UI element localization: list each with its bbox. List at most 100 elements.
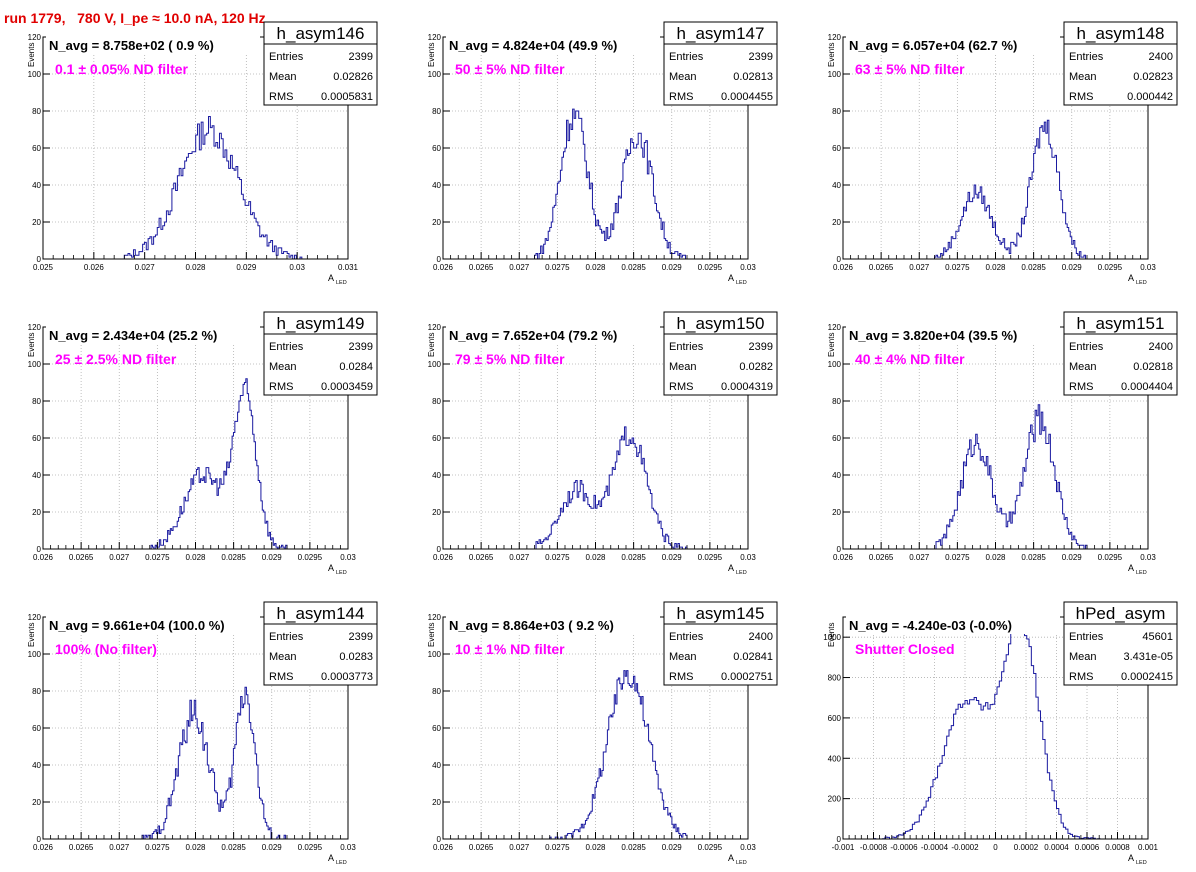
y-tick-label: 40: [832, 471, 841, 480]
x-tick-label: 0.0265: [469, 263, 494, 272]
x-tick-label: 0.026: [433, 843, 454, 852]
stats-value: 0.0002415: [1121, 671, 1173, 683]
x-tick-label: 0.0004: [1044, 843, 1069, 852]
y-tick-label: 60: [32, 144, 41, 153]
stats-value: 0.02841: [733, 651, 773, 663]
x-tick-label: 0.026: [833, 263, 854, 272]
stats-value: 2399: [349, 631, 373, 643]
stats-value: 0.0004319: [721, 381, 773, 393]
y-tick-label: 80: [832, 107, 841, 116]
histogram-panel-h_asym148: 0.026 0.0265 0.027 0.0275 0.028 0.0285 0.029 0.…: [827, 21, 1178, 286]
y-tick-label: 20: [32, 798, 41, 807]
stats-box: [1063, 623, 1178, 686]
y-tick-label: 80: [432, 107, 441, 116]
y-axis-title: Events: [827, 43, 836, 67]
x-tick-label: 0.028: [985, 553, 1006, 562]
navg-box: [846, 616, 1060, 634]
stats-label: RMS: [1069, 381, 1093, 393]
x-tick-label: -0.0002: [951, 843, 979, 852]
y-tick-label: 60: [432, 144, 441, 153]
stats-label: Mean: [669, 651, 697, 663]
y-tick-label: 60: [432, 724, 441, 733]
y-tick-label: 120: [828, 323, 842, 332]
histogram-panel-hPed_asym: -0.001 -0.0008 -0.0006 -0.0004 -0.0002 0 0.000…: [823, 601, 1178, 866]
x-tick-label: 0.03: [740, 553, 756, 562]
navg-box: [846, 326, 1060, 344]
histogram-panel-h_asym145: 0.026 0.0265 0.027 0.0275 0.028 0.0285 0.029 0.…: [427, 601, 778, 866]
y-tick-label: 80: [32, 397, 41, 406]
x-tick-label: 0.0295: [698, 843, 723, 852]
navg-label: N_avg = 2.434e+04 (25.2 %): [49, 328, 217, 343]
x-tick-label: 0.028: [985, 263, 1006, 272]
y-tick-label: 60: [832, 144, 841, 153]
y-tick-label: 100: [828, 70, 842, 79]
stats-label: Mean: [269, 651, 297, 663]
x-tick-label: 0: [993, 843, 998, 852]
x-tick-label: 0.03: [1140, 263, 1156, 272]
x-axis-title: A: [728, 563, 734, 573]
x-tick-label: 0.03: [1140, 553, 1156, 562]
y-tick-label: 0: [837, 545, 842, 554]
x-axis-title: A: [1128, 563, 1134, 573]
histogram-line: [149, 378, 288, 550]
histogram-line: [534, 108, 687, 260]
x-tick-label: 0.027: [509, 843, 530, 852]
y-tick-label: 20: [832, 218, 841, 227]
navg-box: [446, 616, 660, 634]
x-axis-title-sub: LED: [1136, 860, 1147, 866]
stats-label: Mean: [269, 71, 297, 83]
x-tick-label: 0.0275: [145, 843, 170, 852]
x-tick-label: 0.0265: [69, 553, 94, 562]
x-tick-label: 0.0265: [469, 553, 494, 562]
x-tick-label: 0.0265: [69, 843, 94, 852]
x-tick-label: 0.0295: [298, 553, 323, 562]
x-tick-label: 0.0275: [145, 553, 170, 562]
x-tick-label: 0.001: [1138, 843, 1159, 852]
x-axis-title-sub: LED: [736, 570, 747, 576]
x-axis-title-sub: LED: [336, 570, 347, 576]
x-tick-label: 0.0275: [945, 263, 970, 272]
x-tick-label: 0.027: [509, 263, 530, 272]
navg-label: N_avg = -4.240e-03 (-0.0%): [849, 618, 1012, 633]
x-tick-label: 0.0002: [1014, 843, 1039, 852]
navg-label: N_avg = 3.820e+04 (39.5 %): [849, 328, 1017, 343]
y-tick-label: 100: [428, 70, 442, 79]
histogram-name: h_asym146: [277, 24, 365, 43]
histogram-line: [934, 119, 1087, 260]
x-tick-label: 0.0285: [1021, 263, 1046, 272]
y-tick-label: 20: [432, 508, 441, 517]
y-tick-label: 800: [828, 674, 842, 683]
navg-box: [446, 326, 660, 344]
navg-box: [46, 36, 260, 54]
stats-label: Entries: [1069, 341, 1104, 353]
x-tick-label: 0.0295: [1098, 263, 1123, 272]
y-tick-label: 100: [28, 650, 42, 659]
y-tick-label: 20: [832, 508, 841, 517]
x-axis-title: A: [328, 853, 334, 863]
x-tick-label: 0.031: [338, 263, 359, 272]
stats-value: 0.0003773: [321, 671, 373, 683]
stats-value: 2399: [349, 341, 373, 353]
stats-box: [663, 43, 778, 106]
histogram-name: h_asym148: [1077, 24, 1165, 43]
x-axis-title: A: [728, 853, 734, 863]
stats-label: Entries: [669, 341, 704, 353]
stats-label: RMS: [669, 91, 693, 103]
filter-label: Shutter Closed: [855, 641, 955, 657]
x-tick-label: 0.028: [585, 843, 606, 852]
stats-label: Mean: [669, 71, 697, 83]
stats-label: Entries: [669, 51, 704, 63]
y-axis-title: Events: [827, 333, 836, 357]
y-tick-label: 0: [837, 255, 842, 264]
y-tick-label: 120: [28, 613, 42, 622]
x-tick-label: 0.028: [185, 553, 206, 562]
y-tick-label: 400: [828, 754, 842, 763]
x-tick-label: 0.029: [1062, 553, 1083, 562]
x-tick-label: 0.026: [433, 553, 454, 562]
filter-label: 10 ± 1% ND filter: [455, 641, 565, 657]
y-tick-label: 60: [32, 434, 41, 443]
x-tick-label: 0.026: [433, 263, 454, 272]
stats-value: 0.02813: [733, 71, 773, 83]
x-tick-label: 0.029: [1062, 263, 1083, 272]
y-tick-label: 20: [32, 218, 41, 227]
